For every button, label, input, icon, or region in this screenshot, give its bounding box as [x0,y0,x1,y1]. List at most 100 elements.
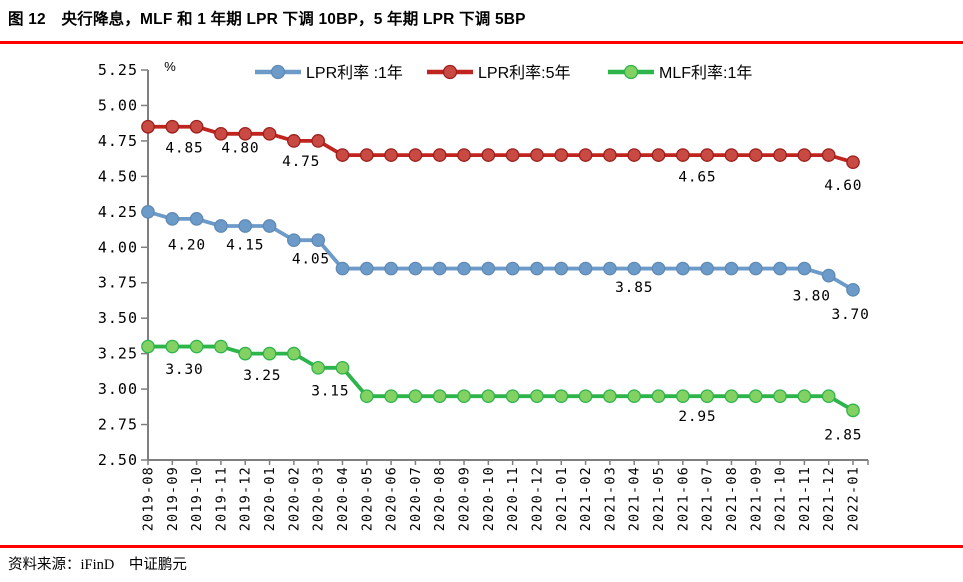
data-point-marker [675,261,690,276]
data-point-marker [432,261,447,276]
y-tick-label: 5.25 [98,61,138,79]
legend-item-1: LPR利率:5年 [427,64,570,82]
data-point-marker [287,346,301,361]
y-tick-label: 5.00 [98,96,138,114]
x-tick-label: 2021-06 [675,466,691,531]
data-label: 4.15 [226,237,264,253]
y-tick-label: 4.00 [98,238,138,256]
data-point-marker [724,261,739,276]
data-point-marker [797,389,812,404]
data-point-marker [773,261,787,276]
data-point-marker [189,339,204,354]
data-point-marker [262,126,277,141]
x-tick-label: 2022-01 [846,466,862,531]
data-point-marker [846,155,860,170]
data-point-marker [481,389,496,404]
data-point-marker [141,204,155,219]
data-label: 4.85 [165,140,203,156]
data-point-marker [627,389,642,404]
data-point-marker [700,389,714,404]
x-tick-label: 2021-05 [651,466,667,531]
y-tick-label: 3.25 [98,345,138,363]
data-point-marker [165,339,180,354]
data-label: 3.85 [615,280,653,296]
data-point-marker [189,119,204,134]
data-point-marker [675,389,690,404]
data-point-marker [578,389,593,404]
data-point-marker [797,261,812,276]
x-tick-label: 2021-11 [797,466,813,531]
data-point-marker [627,261,642,276]
data-point-marker [214,219,228,233]
data-point-marker [287,134,301,148]
x-tick-label: 2020-05 [359,466,375,531]
data-label: 3.30 [165,362,203,378]
data-label: 4.20 [168,237,206,253]
x-tick-label: 2021-07 [700,466,716,531]
data-point-marker [432,389,447,404]
x-tick-label: 2020-10 [481,466,497,531]
data-point-marker [335,261,350,276]
y-tick-label: 4.50 [98,167,138,185]
x-tick-label: 2021-08 [724,466,740,531]
data-point-marker [505,389,520,404]
y-tick-label: 3.75 [98,274,138,292]
data-point-marker [287,233,301,248]
legend-label: LPR利率 :1年 [306,64,403,82]
data-point-marker [603,261,617,276]
x-tick-label: 2020-04 [335,466,351,531]
x-tick-label: 2020-08 [432,466,448,531]
data-point-marker [311,360,326,375]
x-tick-label: 2021-09 [748,466,764,531]
legend-item-0: LPR利率 :1年 [255,64,403,82]
data-point-marker [384,389,398,404]
data-point-marker [335,360,350,375]
footer-divider [0,545,963,548]
data-point-marker [311,233,326,248]
data-point-marker [530,261,544,276]
data-point-marker [578,261,593,276]
x-tick-label: 2019-09 [165,466,181,531]
x-tick-label: 2020-11 [505,466,521,531]
data-point-marker [359,148,374,162]
x-tick-label: 2020-03 [311,466,327,531]
data-point-marker [238,346,253,361]
x-tick-label: 2020-06 [384,466,400,531]
data-point-marker [335,148,350,162]
data-point-marker [675,148,690,162]
x-tick-label: 2019-12 [238,466,254,531]
data-point-marker [700,148,714,162]
data-point-marker [214,339,228,354]
series-0 [141,204,860,297]
data-label: 3.80 [793,288,831,304]
data-labels: 4.85 4.80 4.75 4.65 4.60 4.20 4.15 4.05 3.85 3.80… [165,140,868,443]
data-point-marker [457,389,471,404]
legend-label: LPR利率:5年 [478,64,570,82]
title-divider [0,41,963,44]
y-tick-label: 3.00 [98,380,138,398]
data-point-marker [627,148,642,162]
data-label: 4.65 [678,169,716,185]
x-tick-label: 2019-10 [189,466,205,531]
legend-label: MLF利率:1年 [659,64,752,82]
data-point-marker [408,389,423,404]
data-point-marker [846,282,860,297]
series-1 [141,119,860,170]
data-point-marker [651,389,666,404]
data-point-marker [214,126,228,141]
data-point-marker [724,148,739,162]
data-point-marker [797,148,812,162]
data-point-marker [821,268,836,283]
data-label: 2.95 [678,409,716,425]
data-point-marker [262,219,277,233]
data-point-marker [457,261,471,276]
legend-marker-icon [442,64,458,80]
data-point-marker [165,212,180,226]
y-axis-unit-label: % [164,59,176,74]
data-point-marker [141,119,155,134]
data-label: 2.85 [824,427,862,443]
data-point-marker [846,403,860,418]
x-tick-label: 2021-04 [627,466,643,531]
y-tick-label: 3.50 [98,309,138,327]
